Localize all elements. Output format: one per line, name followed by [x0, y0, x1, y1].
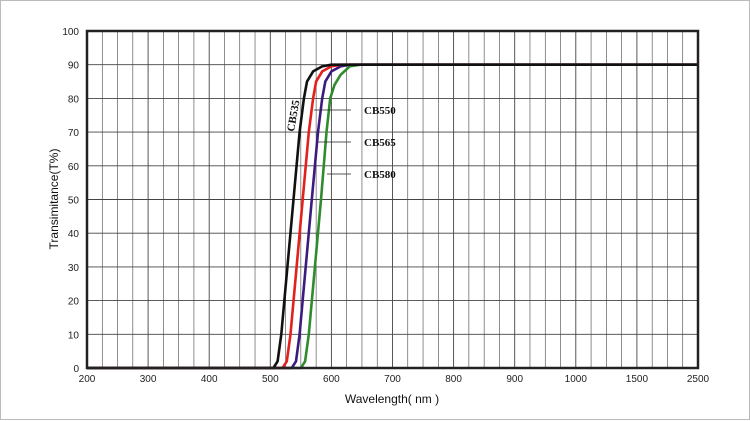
y-tick-label: 50 [68, 196, 80, 207]
y-tick-label: 80 [68, 94, 80, 105]
x-tick-label: 1500 [626, 374, 649, 385]
series-label-cb565: CB565 [364, 137, 396, 149]
y-tick-label: 10 [68, 330, 80, 341]
series-line-cb535 [87, 63, 698, 370]
x-tick-label: 400 [201, 374, 218, 385]
y-tick-label: 60 [68, 162, 80, 173]
series-line-cb550 [87, 63, 698, 370]
x-tick-label: 600 [323, 374, 340, 385]
series-line-cb580 [87, 63, 698, 370]
x-tick-label: 500 [262, 374, 279, 385]
x-tick-label: 300 [140, 374, 157, 385]
y-tick-label: 70 [68, 128, 80, 139]
series-label-cb580: CB580 [364, 169, 396, 181]
x-tick-label: 700 [384, 374, 401, 385]
y-tick-label: 0 [73, 364, 79, 375]
x-tick-label: 2500 [687, 374, 710, 385]
y-tick-label: 90 [68, 61, 80, 72]
x-tick-label: 200 [79, 374, 96, 385]
y-tick-label: 30 [68, 263, 80, 274]
series-label-cb535: CB535 [285, 99, 302, 133]
y-tick-label: 40 [68, 229, 80, 240]
x-axis-label: Wavelength( nm ) [345, 392, 439, 406]
x-tick-label: 800 [445, 374, 462, 385]
x-tick-label: 1000 [565, 374, 588, 385]
series-line-cb565 [87, 63, 698, 370]
series-label-cb550: CB550 [364, 105, 396, 117]
y-tick-label: 20 [68, 297, 80, 308]
x-tick-label: 900 [506, 374, 523, 385]
y-tick-label: 100 [62, 27, 79, 38]
plot-border [85, 29, 700, 370]
y-axis-label: Transimitance(T%) [47, 149, 61, 250]
